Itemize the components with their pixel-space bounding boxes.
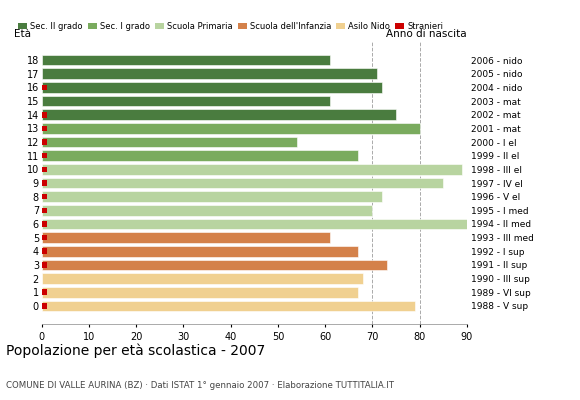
Bar bbox=[42, 110, 396, 120]
Legend: Sec. II grado, Sec. I grado, Scuola Primaria, Scuola dell'Infanzia, Asilo Nido, : Sec. II grado, Sec. I grado, Scuola Prim… bbox=[19, 22, 443, 31]
Bar bbox=[42, 82, 382, 93]
Bar bbox=[42, 126, 48, 131]
Bar bbox=[42, 194, 48, 200]
Bar bbox=[42, 180, 48, 186]
Bar bbox=[42, 178, 443, 188]
Bar bbox=[42, 208, 48, 213]
Bar bbox=[42, 68, 377, 79]
Bar bbox=[42, 55, 330, 66]
Bar bbox=[42, 221, 48, 227]
Bar bbox=[42, 262, 48, 268]
Bar bbox=[42, 303, 48, 309]
Bar bbox=[42, 219, 467, 229]
Bar bbox=[42, 260, 387, 270]
Bar bbox=[42, 191, 382, 202]
Bar bbox=[42, 235, 48, 240]
Bar bbox=[42, 153, 48, 158]
Bar bbox=[42, 137, 297, 147]
Bar bbox=[42, 246, 358, 256]
Text: Anno di nascita: Anno di nascita bbox=[386, 29, 467, 39]
Bar bbox=[42, 248, 48, 254]
Text: Popolazione per età scolastica - 2007: Popolazione per età scolastica - 2007 bbox=[6, 344, 265, 358]
Bar bbox=[42, 139, 48, 145]
Bar bbox=[42, 273, 363, 284]
Bar bbox=[42, 85, 48, 90]
Text: COMUNE DI VALLE AURINA (BZ) · Dati ISTAT 1° gennaio 2007 · Elaborazione TUTTITAL: COMUNE DI VALLE AURINA (BZ) · Dati ISTAT… bbox=[6, 381, 394, 390]
Bar bbox=[42, 150, 358, 161]
Bar bbox=[42, 166, 48, 172]
Bar bbox=[42, 205, 372, 216]
Text: Età: Età bbox=[14, 29, 31, 39]
Bar bbox=[42, 300, 415, 311]
Bar bbox=[42, 287, 358, 298]
Bar bbox=[42, 123, 420, 134]
Bar bbox=[42, 164, 462, 175]
Bar bbox=[42, 290, 48, 295]
Bar bbox=[42, 96, 330, 106]
Bar bbox=[42, 112, 48, 118]
Bar bbox=[42, 232, 330, 243]
